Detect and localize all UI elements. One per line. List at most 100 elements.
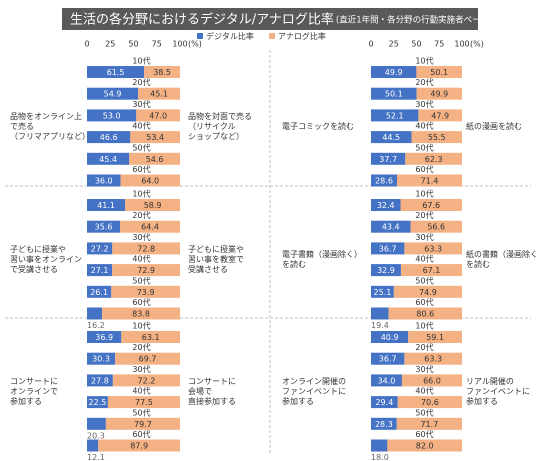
bar-segment [102,307,180,320]
value-label: 50.1 [430,68,448,77]
bar-segment [87,131,131,144]
value-label: 32.4 [377,201,395,210]
value-label: 67.1 [423,266,441,275]
bar-segment [87,374,113,387]
value-label: 83.8 [132,310,150,319]
bar-segment [121,331,180,343]
value-label: 77.5 [135,398,153,407]
value-label: 87.9 [130,442,148,451]
bar-segment [87,264,113,277]
left-label: 電子コミックを読む [282,121,354,131]
value-label: 27.1 [91,266,109,275]
left-label: 参加する [282,396,314,406]
bar-segment [404,242,462,255]
bar-segment [87,242,113,255]
value-label: 19.4 [371,321,389,330]
category-label: 50代 [415,407,433,417]
bar-segment [418,109,462,122]
value-label: 54.6 [146,155,164,164]
right-label: ファンイベントに [466,387,530,396]
value-label: 40.9 [381,333,399,342]
bar-segment [107,396,180,409]
bar-segment [144,66,180,78]
bar-segment [371,439,388,452]
left-label: 品物をオンライン上 [10,111,82,121]
value-label: 67.6 [422,201,440,210]
value-label: 47.9 [431,111,449,120]
right-label: 品物を対面で売る [188,111,252,121]
left-label: 電子書籍（漫画除く） [282,249,362,259]
value-label: 20.3 [87,431,105,440]
left-label: （フリマアプリなど） [10,132,90,141]
value-label: 25.1 [374,288,392,297]
right-label: 参加する [466,396,498,406]
left-label: 子どもに授業や [10,244,66,254]
bar-segment [411,131,462,144]
right-label: 紙の書籍（漫画除く） [466,249,536,259]
value-label: 28.3 [375,420,393,429]
category-label: 30代 [132,364,150,374]
x-tick-label: 75 [434,40,444,49]
x-tick-label: 100 [172,40,187,49]
value-label: 64.4 [141,223,159,232]
x-axis-unit: (%) [470,40,484,49]
value-label: 72.9 [137,266,155,275]
value-label: 72.8 [137,244,155,253]
category-label: 40代 [415,121,433,131]
category-label: 50代 [132,142,150,152]
bar-segment [410,220,462,233]
right-label: を読む [466,259,490,269]
bar-segment [87,87,139,100]
legend-swatch [197,33,203,39]
bar-segment [397,174,462,187]
category-label: 30代 [132,232,150,242]
category-label: 20代 [132,210,150,220]
value-label: 69.7 [139,355,157,364]
bar-segment [371,87,417,100]
category-label: 30代 [415,232,433,242]
bar-segment [408,331,462,343]
bar-segment [371,307,389,320]
category-label: 50代 [415,142,433,152]
legend-swatch [269,33,275,39]
bar-segment [371,417,397,430]
x-tick-label: 0 [84,40,89,49]
bar-segment [120,174,180,187]
value-label: 71.4 [421,177,439,186]
category-label: 60代 [415,164,433,174]
value-label: 59.1 [426,333,444,342]
bar-segment [405,152,462,165]
bar-segment [87,109,137,122]
bar-segment [371,264,401,277]
bar-segment [416,66,462,78]
bar-segment [371,396,398,409]
bar-segment [87,220,121,233]
value-label: 46.6 [100,133,118,142]
value-label: 53.0 [103,111,121,120]
value-label: 41.1 [97,201,115,210]
left-label: オンライン開催の [282,376,346,386]
category-label: 60代 [415,429,433,439]
bar-segment [130,131,180,144]
category-label: 10代 [132,189,150,199]
category-label: 30代 [415,364,433,374]
category-label: 30代 [415,99,433,109]
bar-segment [371,285,394,298]
right-label: ショップなど） [188,132,244,141]
x-tick-label: 25 [389,40,399,49]
category-label: 10代 [132,321,150,331]
value-label: 16.2 [87,321,105,330]
value-label: 12.1 [87,453,105,461]
bar-segment [87,417,106,430]
bar-segment [112,264,180,277]
value-label: 32.9 [377,266,395,275]
bar-segment [138,87,180,100]
value-label: 22.5 [89,398,107,407]
left-label: コンサートに [10,377,58,386]
value-label: 82.0 [416,442,434,451]
left-label: ファンイベントに [282,387,346,396]
bar-segment [87,331,122,343]
category-label: 10代 [415,56,433,66]
value-label: 44.5 [382,133,400,142]
